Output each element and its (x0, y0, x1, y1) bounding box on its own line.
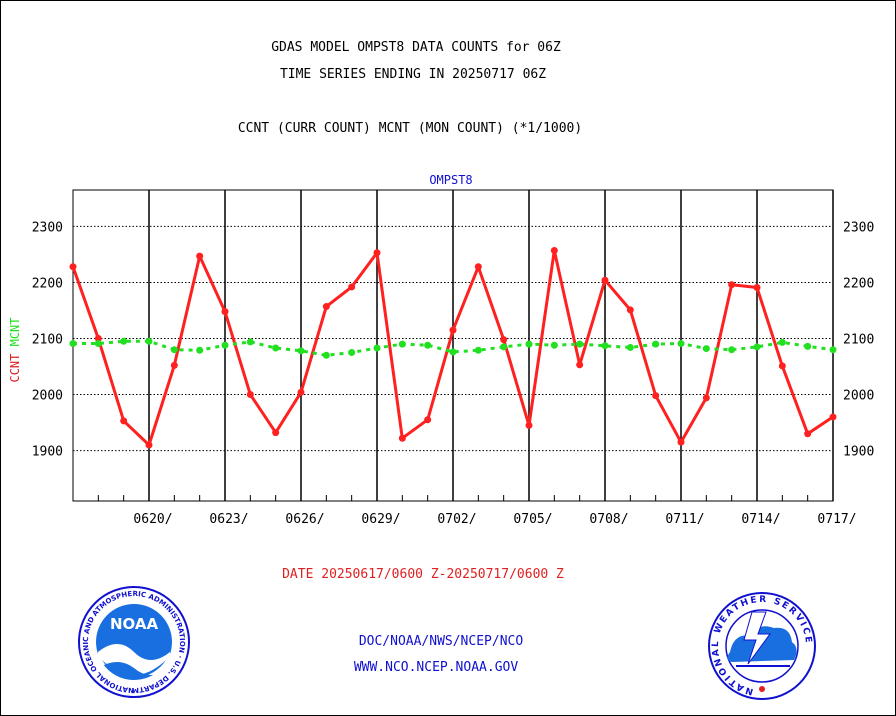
y-tick-label-left: 2000 (32, 389, 63, 404)
data-point-ccnt (373, 249, 381, 257)
data-point-ccnt (778, 362, 786, 370)
data-point-mcnt (829, 346, 837, 354)
data-point-ccnt (601, 276, 609, 284)
chart-title-line1: GDAS MODEL OMPST8 DATA COUNTS for 06Z (271, 40, 561, 55)
data-point-mcnt (626, 343, 634, 351)
data-point-ccnt (500, 336, 508, 344)
data-point-mcnt (550, 341, 558, 349)
y-axis-label: CCNT MCNT (8, 317, 22, 382)
data-point-mcnt (145, 337, 153, 345)
y-tick-label-left: 1900 (32, 445, 63, 460)
x-tick-label: 0629/ (361, 512, 400, 527)
data-point-mcnt (449, 348, 457, 356)
x-tick-label: 0711/ (665, 512, 704, 527)
y-axis-label-mcnt: MCNT (8, 317, 22, 346)
data-point-mcnt (424, 341, 432, 349)
y-tick-label-right: 2000 (843, 389, 874, 404)
data-point-ccnt (348, 283, 356, 291)
data-point-ccnt (424, 416, 432, 424)
data-point-ccnt (297, 388, 305, 396)
data-point-ccnt (246, 391, 254, 399)
data-point-mcnt (94, 340, 102, 348)
data-point-mcnt (652, 340, 660, 348)
data-point-ccnt (677, 438, 685, 446)
y-tick-label-right: 2200 (843, 276, 874, 291)
data-point-ccnt (272, 429, 280, 437)
data-point-ccnt (652, 392, 660, 400)
data-point-mcnt (500, 343, 508, 351)
y-axis-label-ccnt: CCNT (8, 354, 22, 383)
x-tick-label: 0717/ (817, 512, 856, 527)
data-point-mcnt (778, 338, 786, 346)
data-point-ccnt (398, 434, 406, 442)
data-point-ccnt (753, 284, 761, 292)
data-point-mcnt (728, 346, 736, 354)
y-tick-label-right: 2100 (843, 332, 874, 347)
date-range: DATE 20250617/0600 Z-20250717/0600 Z (282, 567, 564, 582)
noaa-ring-text: NATIONAL OCEANIC AND ATMOSPHERIC ADMINIS… (0, 0, 186, 694)
chart-subtitle: CCNT (CURR COUNT) MCNT (MON COUNT) (*1/1… (238, 121, 582, 136)
data-point-ccnt (69, 263, 77, 271)
data-point-ccnt (170, 361, 178, 369)
data-point-mcnt (272, 344, 280, 352)
x-tick-label: 0714/ (741, 512, 780, 527)
data-point-mcnt (525, 340, 533, 348)
data-point-mcnt (601, 342, 609, 350)
data-point-ccnt (196, 252, 204, 260)
y-tick-label-left: 2200 (32, 276, 63, 291)
data-point-mcnt (69, 340, 77, 348)
data-point-mcnt (398, 340, 406, 348)
y-tick-label-left: 2300 (32, 220, 63, 235)
x-tick-label: 0705/ (513, 512, 552, 527)
y-tick-label-right: 2300 (843, 220, 874, 235)
x-tick-label: 0708/ (589, 512, 628, 527)
data-point-ccnt (474, 263, 482, 271)
website: WWW.NCO.NCEP.NOAA.GOV (354, 660, 519, 675)
data-point-mcnt (120, 337, 128, 345)
data-point-ccnt (829, 413, 837, 421)
data-point-mcnt (246, 338, 254, 346)
y-tick-label-right: 1900 (843, 445, 874, 460)
data-point-mcnt (221, 341, 229, 349)
org-path: DOC/NOAA/NWS/NCEP/NCO (359, 634, 524, 649)
data-point-mcnt (373, 344, 381, 352)
data-point-mcnt (576, 340, 584, 348)
data-point-ccnt (449, 326, 457, 334)
data-point-mcnt (322, 351, 330, 359)
data-point-mcnt (348, 349, 356, 357)
data-point-ccnt (525, 421, 533, 429)
data-point-ccnt (728, 281, 736, 289)
data-point-ccnt (145, 441, 153, 449)
data-point-ccnt (94, 334, 102, 342)
data-point-mcnt (474, 346, 482, 354)
data-point-mcnt (804, 342, 812, 350)
data-point-mcnt (297, 347, 305, 355)
chart-title-line2: TIME SERIES ENDING IN 20250717 06Z (280, 67, 546, 82)
x-tick-label: 0620/ (133, 512, 172, 527)
svg-text:NATIONAL OCEANIC AND ATMOSPHER: NATIONAL OCEANIC AND ATMOSPHERIC ADMINIS… (0, 0, 186, 694)
data-point-ccnt (120, 417, 128, 425)
noaa-center-text: NOAA (110, 615, 159, 633)
x-tick-label: 0702/ (437, 512, 476, 527)
data-point-mcnt (196, 346, 204, 354)
data-point-ccnt (322, 303, 330, 311)
y-tick-label-left: 2100 (32, 332, 63, 347)
data-point-mcnt (170, 346, 178, 354)
data-point-ccnt (221, 308, 229, 316)
nws-logo-icon: NATIONAL WEATHER SERVICE (708, 592, 816, 700)
plot-title: OMPST8 (429, 173, 472, 187)
x-tick-label: 0623/ (209, 512, 248, 527)
data-point-mcnt (753, 343, 761, 351)
data-point-mcnt (677, 340, 685, 348)
data-point-ccnt (804, 430, 812, 438)
data-point-ccnt (702, 394, 710, 402)
data-point-ccnt (576, 361, 584, 369)
data-point-ccnt (626, 306, 634, 314)
x-tick-label: 0626/ (285, 512, 324, 527)
noaa-logo-icon: NATIONAL OCEANIC AND ATMOSPHERIC ADMINIS… (0, 0, 190, 698)
data-point-mcnt (702, 345, 710, 353)
data-point-ccnt (550, 247, 558, 255)
